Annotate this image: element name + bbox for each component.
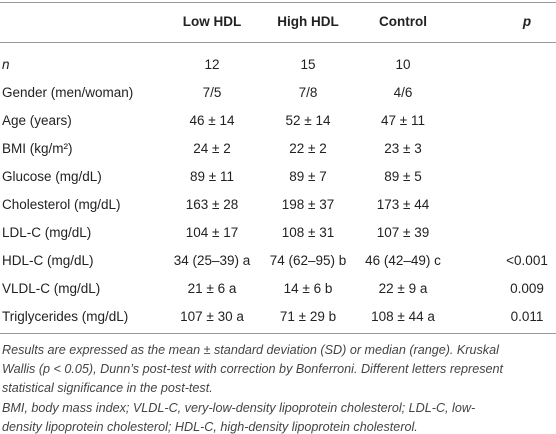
cell: 14 ± 6 b — [283, 281, 333, 296]
cell: 22 ± 2 — [289, 141, 327, 156]
footnote-line: BMI, body mass index; VLDL-C, very-low-d… — [2, 401, 476, 415]
cell: 163 ± 28 — [185, 197, 239, 212]
footnote-line: statistical significance in the post-tes… — [2, 381, 213, 395]
cell: 198 ± 37 — [281, 197, 335, 212]
cell: 4/6 — [393, 85, 413, 100]
cell: 89 ± 5 — [384, 169, 422, 184]
cell: 71 ± 29 b — [279, 309, 337, 324]
cell: 7/5 — [202, 85, 222, 100]
column-header: p — [522, 14, 532, 29]
cell: 15 — [300, 57, 316, 72]
cell: 46 ± 14 — [189, 113, 235, 128]
header-rule — [0, 42, 556, 43]
cell: 10 — [395, 57, 411, 72]
cell: 34 (25–39) a — [173, 253, 251, 268]
cell: 107 ± 30 a — [180, 309, 244, 324]
footnote-line: density lipoprotein cholesterol; HDL-C, … — [2, 420, 418, 434]
cell: 21 ± 6 a — [187, 281, 237, 296]
cell: 47 ± 11 — [381, 113, 425, 128]
row-label: Glucose (mg/dL) — [2, 169, 102, 184]
cell: 89 ± 11 — [190, 169, 234, 184]
cell: 12 — [204, 57, 220, 72]
cell: 22 ± 9 a — [378, 281, 428, 296]
row-label: Triglycerides (mg/dL) — [2, 309, 129, 324]
cell: <0.001 — [506, 253, 548, 268]
row-label: Age (years) — [2, 113, 72, 128]
row-label: VLDL-C (mg/dL) — [2, 281, 101, 296]
column-header: High HDL — [277, 14, 339, 29]
cell: 108 ± 31 — [281, 225, 335, 240]
row-label: LDL-C (mg/dL) — [2, 225, 92, 240]
cell: 74 (62–95) b — [269, 253, 347, 268]
cell: 23 ± 3 — [384, 141, 422, 156]
cell: 52 ± 14 — [285, 113, 331, 128]
footnote-line: Wallis (p < 0.05), Dunn’s post-test with… — [2, 362, 504, 376]
row-label: Cholesterol (mg/dL) — [2, 197, 121, 212]
cell: 0.009 — [510, 281, 544, 296]
cell: 24 ± 2 — [193, 141, 231, 156]
cell: 104 ± 17 — [185, 225, 239, 240]
row-label: n — [2, 57, 10, 72]
cell: 7/8 — [298, 85, 318, 100]
cell: 89 ± 7 — [289, 169, 327, 184]
bottom-rule — [0, 333, 556, 334]
cell: 107 ± 39 — [376, 225, 430, 240]
row-label: Gender (men/woman) — [2, 85, 134, 100]
column-header: Low HDL — [182, 14, 242, 29]
cell: 108 ± 44 a — [371, 309, 435, 324]
cell: 46 (42–49) c — [365, 253, 441, 268]
footnote-line: Results are expressed as the mean ± stan… — [2, 343, 499, 357]
cell: 173 ± 44 — [376, 197, 430, 212]
column-header: Control — [379, 14, 427, 29]
top-rule — [0, 2, 556, 3]
cell: 0.011 — [510, 309, 544, 324]
row-label: HDL-C (mg/dL) — [2, 253, 94, 268]
row-label: BMI (kg/m²) — [2, 141, 73, 156]
